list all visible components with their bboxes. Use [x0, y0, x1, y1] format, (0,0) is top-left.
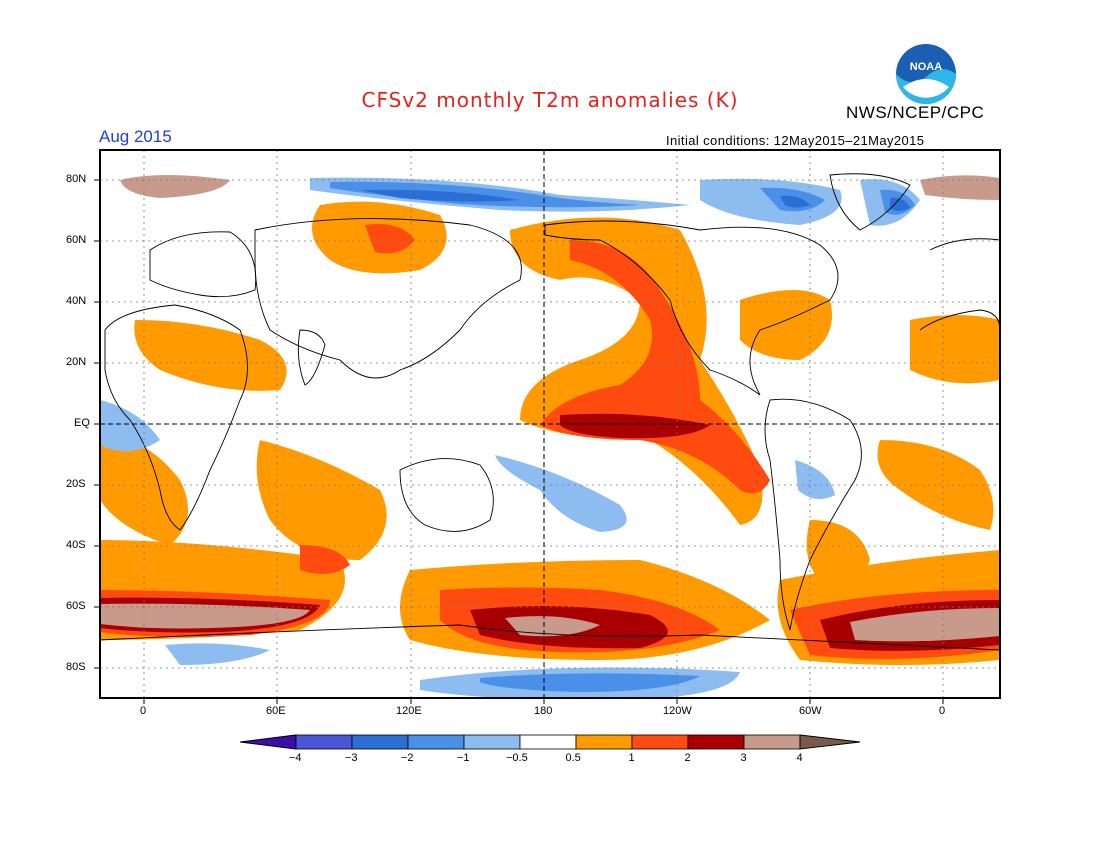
lon-label: 120E [396, 705, 422, 717]
colorbar-label: −2 [401, 752, 414, 764]
map-title: CFSv2 monthly T2m anomalies (K) [361, 88, 739, 112]
lat-label: 40S [66, 539, 86, 551]
lon-label: 0 [939, 705, 946, 717]
colorbar-segment [575, 734, 633, 750]
lat-label: 40N [66, 295, 87, 307]
colorbar-segment [351, 734, 409, 750]
colorbar-label: 0.5 [565, 752, 581, 764]
colorbar-segment [799, 734, 861, 750]
lon-label: 120W [663, 705, 692, 717]
lat-label: 20N [66, 356, 87, 368]
svg-text:NOAA: NOAA [910, 61, 942, 73]
colorbar-label: −0.5 [506, 752, 528, 764]
initial-conditions: Initial conditions: 12May2015–21May2015 [666, 133, 925, 148]
colorbar-segment [463, 734, 521, 750]
colorbar-label: 1 [628, 752, 635, 764]
colorbar-segment [239, 734, 297, 750]
colorbar-segment [519, 734, 577, 750]
colorbar-label: 3 [740, 752, 747, 764]
colorbar-segment [687, 734, 745, 750]
lat-label: 60N [66, 234, 87, 246]
colorbar-segment [407, 734, 465, 750]
lat-label: EQ [74, 417, 90, 429]
colorbar-segment [743, 734, 801, 750]
lat-label: 80N [66, 173, 87, 185]
organization-label: NWS/NCEP/CPC [846, 103, 985, 122]
noaa-logo-icon: NOAA [895, 43, 957, 105]
forecast-period: Aug 2015 [99, 127, 172, 146]
colorbar-segment [631, 734, 689, 750]
colorbar-label: 4 [796, 752, 803, 764]
lon-label: 0 [140, 705, 147, 717]
lon-label: 60E [266, 705, 286, 717]
colorbar-label: −3 [345, 752, 358, 764]
lon-label: 60W [799, 705, 822, 717]
lon-label: 180 [534, 705, 553, 717]
colorbar-label: −4 [289, 752, 302, 764]
lat-label: 20S [66, 478, 86, 490]
colorbar-label: 2 [684, 752, 691, 764]
lat-label: 60S [66, 600, 86, 612]
colorbar-segment [295, 734, 353, 750]
lat-label: 80S [66, 661, 86, 673]
colorbar-label: −1 [457, 752, 470, 764]
